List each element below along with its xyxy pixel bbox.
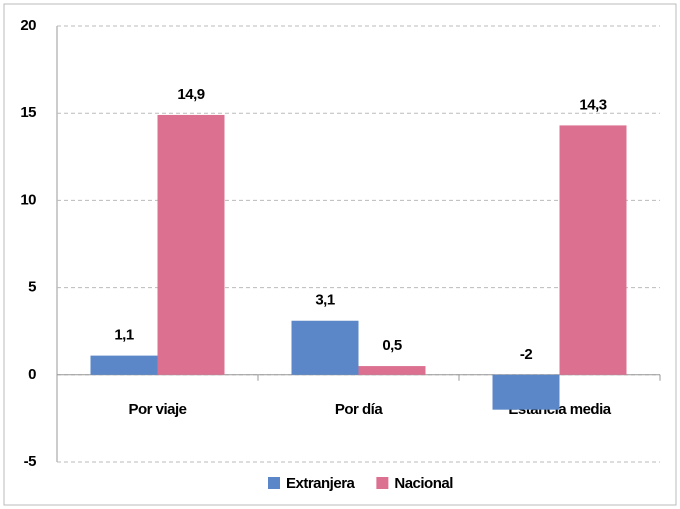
x-tick-label: Por viaje: [128, 401, 186, 418]
bar: [492, 374, 560, 410]
legend-label: Extranjera: [286, 475, 356, 492]
bar: [559, 125, 627, 375]
value-label: 3,1: [315, 292, 335, 309]
bar: [90, 355, 158, 375]
y-tick-label: 20: [20, 17, 36, 34]
bar: [358, 366, 426, 375]
y-tick-label: 10: [20, 191, 36, 208]
y-tick-label: 0: [28, 366, 36, 383]
y-tick-label: -5: [24, 453, 36, 470]
value-label: 14,9: [177, 86, 204, 103]
value-label: 14,3: [579, 96, 606, 113]
legend-swatch: [376, 477, 389, 489]
legend-label: Nacional: [394, 475, 453, 492]
legend-swatch: [268, 477, 280, 489]
bar: [157, 114, 225, 375]
value-label: 0,5: [382, 337, 402, 354]
value-label: -2: [520, 346, 532, 363]
x-tick-label: Por día: [335, 401, 384, 418]
y-tick-label: 15: [20, 104, 36, 121]
y-tick-label: 5: [28, 279, 36, 296]
value-label: 1,1: [114, 327, 134, 344]
bar: [291, 320, 359, 375]
